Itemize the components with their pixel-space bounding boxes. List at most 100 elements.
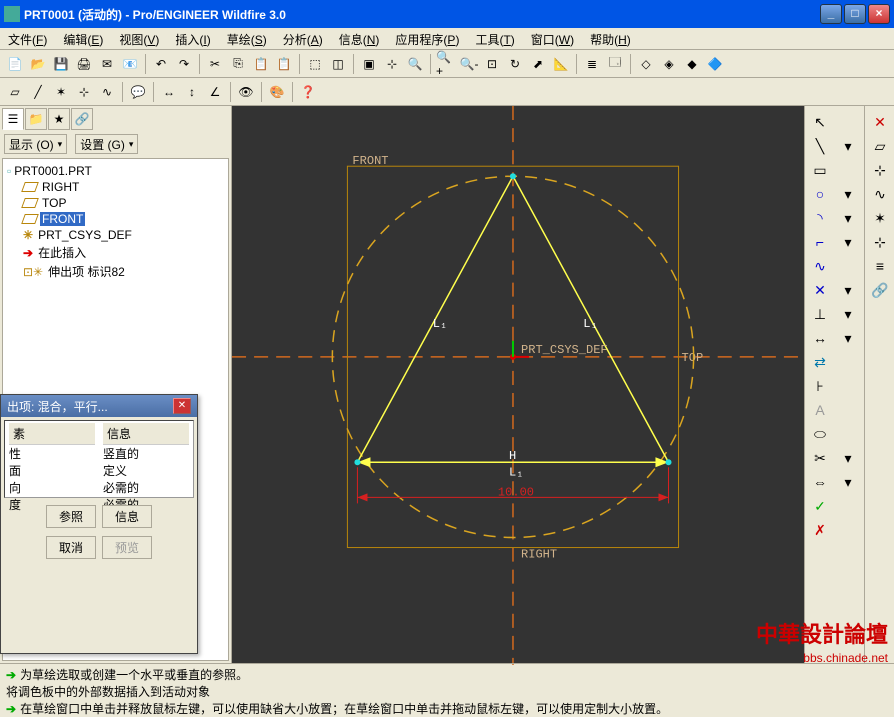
- trim-icon[interactable]: ✂: [807, 446, 833, 470]
- menu-信息[interactable]: 信息(N): [331, 28, 388, 49]
- zoom-fit-icon[interactable]: ⊡: [481, 53, 503, 75]
- datum-curve-icon[interactable]: ∿: [96, 81, 118, 103]
- tab-fav[interactable]: ★: [48, 108, 70, 130]
- datum-point-icon[interactable]: ✶: [50, 81, 72, 103]
- dim-h-icon[interactable]: ↔: [158, 81, 180, 103]
- cancel-button[interactable]: 取消: [46, 536, 96, 559]
- dim-icon[interactable]: ↔: [807, 326, 833, 350]
- menu-插入[interactable]: 插入(I): [167, 28, 218, 49]
- hidden-icon[interactable]: ◈: [658, 53, 680, 75]
- tree-item[interactable]: FRONT: [7, 211, 224, 227]
- list-item[interactable]: 定义: [103, 462, 189, 479]
- ref-button[interactable]: 参照: [46, 505, 96, 528]
- vertex-top[interactable]: [510, 173, 516, 179]
- arc-icon[interactable]: ◝: [807, 206, 833, 230]
- dialog-close-button[interactable]: ✕: [173, 398, 191, 414]
- menu-草绘[interactable]: 草绘(S): [219, 28, 275, 49]
- menu-工具[interactable]: 工具(T): [467, 28, 522, 49]
- cons-perp-icon[interactable]: ⊹: [867, 158, 893, 182]
- settings-dropdown[interactable]: 设置 (G): [75, 134, 138, 154]
- vertex-right[interactable]: [666, 459, 672, 465]
- menu-帮助[interactable]: 帮助(H): [582, 28, 639, 49]
- tree-item[interactable]: TOP: [7, 195, 224, 211]
- close-button[interactable]: ×: [868, 4, 890, 24]
- list-item[interactable]: 性: [9, 445, 95, 462]
- fillet-icon[interactable]: ⌐: [807, 230, 833, 254]
- arc-dd-icon[interactable]: ▾: [835, 206, 861, 230]
- circle-icon[interactable]: ○: [807, 182, 833, 206]
- menu-视图[interactable]: 视图(V): [111, 28, 167, 49]
- point-icon[interactable]: ✕: [807, 278, 833, 302]
- select-rect-icon[interactable]: ⬚: [304, 53, 326, 75]
- cut-icon[interactable]: ✂: [204, 53, 226, 75]
- cons-eq-icon[interactable]: ≡: [867, 254, 893, 278]
- menu-分析[interactable]: 分析(A): [275, 28, 331, 49]
- list-item[interactable]: 面: [9, 462, 95, 479]
- paste-icon[interactable]: 📋: [250, 53, 272, 75]
- nohidden-icon[interactable]: ◆: [681, 53, 703, 75]
- menu-应用程序[interactable]: 应用程序(P): [387, 28, 467, 49]
- zoom-out-icon[interactable]: 🔍-: [458, 53, 480, 75]
- mirror-icon[interactable]: ⇔: [807, 470, 833, 494]
- menu-编辑[interactable]: 编辑(E): [55, 28, 111, 49]
- dim-a-icon[interactable]: ∠: [204, 81, 226, 103]
- wire-icon[interactable]: ◇: [635, 53, 657, 75]
- select2-icon[interactable]: ◫: [327, 53, 349, 75]
- mirror-dd-icon[interactable]: ▾: [835, 470, 861, 494]
- modify-icon[interactable]: ⇄: [807, 350, 833, 374]
- text-icon[interactable]: A: [807, 398, 833, 422]
- help-icon[interactable]: ❓: [297, 81, 319, 103]
- tab-folder[interactable]: 📁: [25, 108, 47, 130]
- tab-conn[interactable]: 🔗: [71, 108, 93, 130]
- tree-icon[interactable]: ⊹: [381, 53, 403, 75]
- done-icon[interactable]: ✓: [807, 494, 833, 518]
- show-dropdown[interactable]: 显示 (O): [4, 134, 67, 154]
- menu-窗口[interactable]: 窗口(W): [523, 28, 582, 49]
- list-item[interactable]: 竖直的: [103, 445, 189, 462]
- annot-icon[interactable]: 💬: [127, 81, 149, 103]
- datum-axis-icon[interactable]: ╱: [27, 81, 49, 103]
- dim-v-icon[interactable]: ↕: [181, 81, 203, 103]
- cons-para-icon[interactable]: ▱: [867, 134, 893, 158]
- circle-dd-icon[interactable]: ▾: [835, 182, 861, 206]
- dialog-titlebar[interactable]: 出项: 混合，平行... ✕: [1, 395, 197, 417]
- menu-文件[interactable]: 文件(F): [0, 28, 55, 49]
- find-icon[interactable]: 🔍: [404, 53, 426, 75]
- point-dd-icon[interactable]: ▾: [835, 278, 861, 302]
- sketch-canvas[interactable]: FRONT TOP RIGHT PRT_CSYS_DEF L₁ L₁ H L₁: [232, 106, 804, 665]
- references-dialog[interactable]: 出项: 混合，平行... ✕ 素性面向度 信息竖直的定义必需的必需的 参照 信息…: [0, 394, 198, 654]
- spin-icon[interactable]: ↻: [504, 53, 526, 75]
- vertex-left[interactable]: [354, 459, 360, 465]
- mail2-icon[interactable]: 📧: [119, 53, 141, 75]
- view-mgr-icon[interactable]: 🗔: [604, 53, 626, 75]
- cons-sym-icon[interactable]: 🔗: [867, 278, 893, 302]
- cons-x-icon[interactable]: ✕: [867, 110, 893, 134]
- mail-icon[interactable]: ✉: [96, 53, 118, 75]
- zoom-in-icon[interactable]: 🔍+: [435, 53, 457, 75]
- copy-icon[interactable]: ⎘: [227, 53, 249, 75]
- vis-icon[interactable]: 👁: [235, 81, 257, 103]
- tree-item[interactable]: ⊡✳伸出项 标识82: [7, 262, 224, 281]
- tree-item[interactable]: ➔在此插入: [7, 243, 224, 262]
- dim-dd-icon[interactable]: ▾: [835, 326, 861, 350]
- datum-csys-icon[interactable]: ⊹: [73, 81, 95, 103]
- csys-icon[interactable]: ⊥: [807, 302, 833, 326]
- select-arrow-icon[interactable]: ↖: [807, 110, 833, 134]
- info-button[interactable]: 信息: [102, 505, 152, 528]
- tree-item[interactable]: RIGHT: [7, 179, 224, 195]
- minimize-button[interactable]: _: [820, 4, 842, 24]
- list-item[interactable]: 必需的: [103, 479, 189, 496]
- datum-plane-icon[interactable]: ▱: [4, 81, 26, 103]
- views-icon[interactable]: 📐: [550, 53, 572, 75]
- list-item[interactable]: 向: [9, 479, 95, 496]
- redo-icon[interactable]: ↷: [173, 53, 195, 75]
- tab-tree[interactable]: ☰: [2, 108, 24, 130]
- paste2-icon[interactable]: 📋: [273, 53, 295, 75]
- fillet-dd-icon[interactable]: ▾: [835, 230, 861, 254]
- save-icon[interactable]: 💾: [50, 53, 72, 75]
- trim-dd-icon[interactable]: ▾: [835, 446, 861, 470]
- layers-icon[interactable]: ≣: [581, 53, 603, 75]
- tree-root[interactable]: ▫ PRT0001.PRT: [7, 163, 224, 179]
- style-icon[interactable]: 🎨: [266, 81, 288, 103]
- graphics-area[interactable]: FRONT TOP RIGHT PRT_CSYS_DEF L₁ L₁ H L₁: [232, 106, 804, 663]
